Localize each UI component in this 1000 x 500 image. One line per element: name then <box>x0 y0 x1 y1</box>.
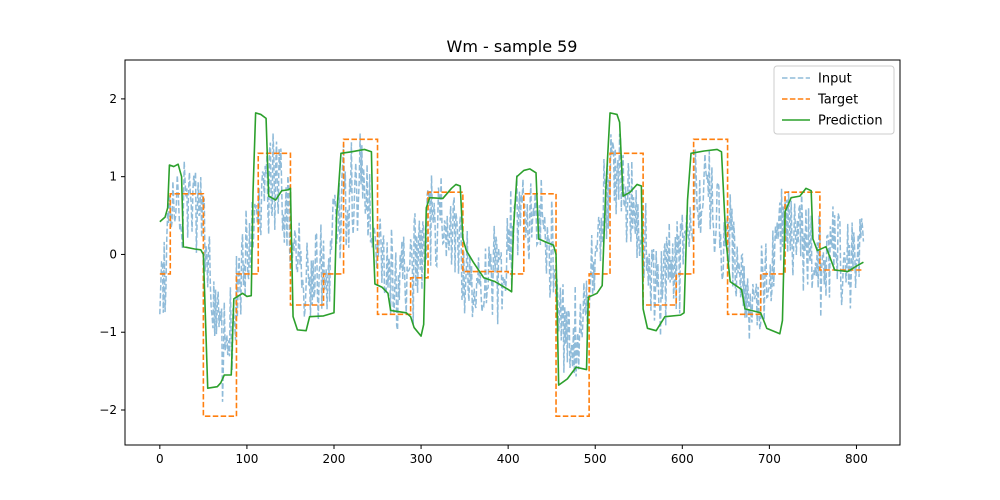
x-tick-label: 200 <box>323 452 346 466</box>
prediction-series-line <box>159 112 864 390</box>
x-tick-label: 300 <box>410 452 433 466</box>
x-tick-label: 800 <box>845 452 868 466</box>
plot-frame <box>124 59 901 446</box>
x-tick-label: 500 <box>584 452 607 466</box>
y-tick-label: 2 <box>109 92 117 106</box>
legend-label: Prediction <box>818 114 883 129</box>
target-series-line <box>159 138 864 418</box>
x-tick-label: 0 <box>156 452 164 466</box>
y-tick-label: −1 <box>99 325 117 339</box>
x-tick-label: 700 <box>758 452 781 466</box>
x-axis: 0 100 200 300 400 500 600 700 800 <box>156 445 868 466</box>
y-axis: −2 −1 0 1 2 <box>99 92 125 417</box>
y-tick-label: −2 <box>99 403 117 417</box>
y-tick-label: 1 <box>109 170 117 184</box>
input-series-line <box>159 133 865 402</box>
x-tick-label: 400 <box>497 452 520 466</box>
x-tick-label: 600 <box>671 452 694 466</box>
legend: Input Target Prediction <box>773 65 895 135</box>
x-tick-label: 100 <box>235 452 258 466</box>
legend-box <box>773 65 895 135</box>
legend-label: Input <box>818 72 852 87</box>
chart-title: Wm - sample 59 <box>447 37 578 56</box>
y-tick-label: 0 <box>109 247 117 261</box>
plot-area <box>159 112 865 418</box>
legend-label: Target <box>817 93 858 108</box>
